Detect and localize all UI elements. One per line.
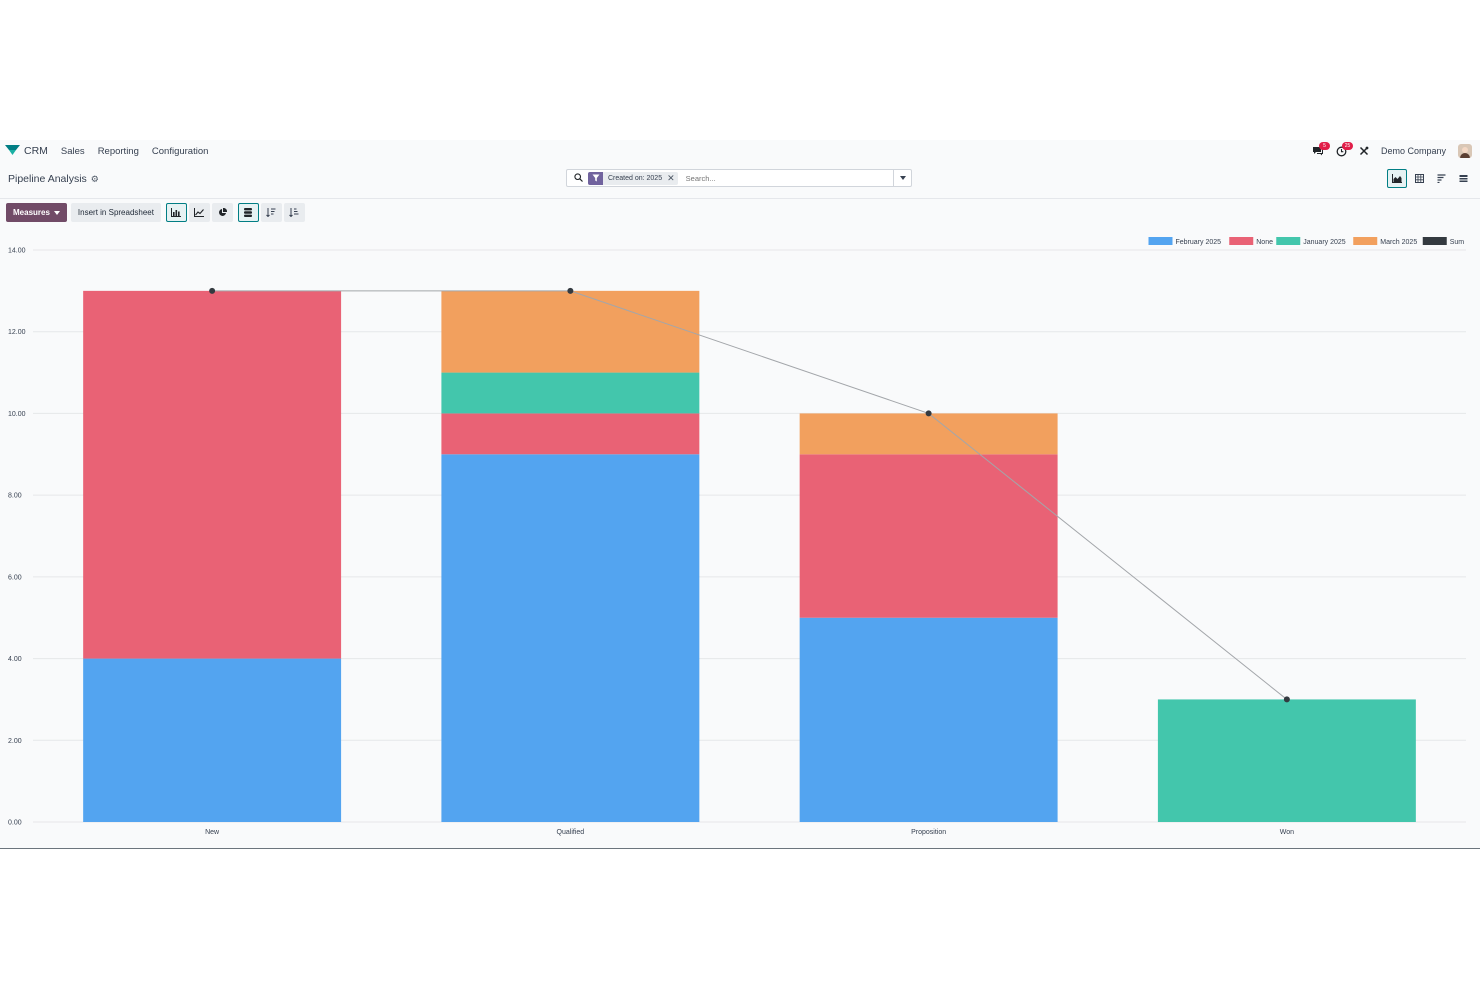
search-input[interactable]: [683, 172, 888, 184]
list-icon: [1459, 175, 1467, 182]
y-tick-label: 6.00: [8, 574, 22, 581]
bar-segment: [83, 658, 342, 822]
y-tick-label: 8.00: [8, 493, 22, 500]
menu-reporting[interactable]: Reporting: [97, 145, 139, 157]
bar-segment: [799, 413, 1058, 455]
bar-segment: [799, 454, 1058, 618]
page-title: Pipeline Analysis: [8, 173, 87, 185]
line-chart-icon: [194, 208, 205, 217]
close-icon[interactable]: ✕: [667, 172, 675, 183]
messages-badge: 5: [1318, 142, 1330, 150]
bar-segment: [441, 454, 700, 822]
sort-descending-icon: [266, 208, 276, 217]
pipeline-bar-chart: 0.00 2.00 4.00 6.00 8.00 10.00 12.00 14.00 New Qu…: [8, 237, 1466, 836]
legend-swatch: [1276, 237, 1301, 245]
crm-app: CRM Sales Reporting Configuration 5 25: [0, 140, 1480, 849]
sort-ascending-icon: [289, 208, 299, 217]
activity-menu[interactable]: 25: [1336, 141, 1353, 157]
x-tick-label: New: [205, 829, 220, 836]
user-avatar[interactable]: [1458, 144, 1472, 158]
measures-button[interactable]: Measures: [6, 203, 67, 222]
legend-label: None: [1256, 239, 1273, 246]
sum-line: [212, 290, 1288, 700]
sum-point: [209, 287, 216, 294]
graph-toolbar: Measures Insert in Spreadsheet: [6, 203, 305, 222]
cohort-view-button[interactable]: [1431, 169, 1451, 188]
company-switcher[interactable]: Demo Company: [1380, 146, 1446, 156]
chat-icon: [1312, 147, 1323, 156]
pie-chart-icon: [219, 208, 227, 216]
list-view-button[interactable]: [1453, 169, 1473, 188]
stacked-button[interactable]: [237, 203, 259, 222]
bar-segment: [441, 413, 700, 455]
view-switcher: [1387, 169, 1473, 188]
filter-icon: [588, 171, 603, 185]
x-tick-label: Qualified: [557, 829, 585, 836]
menu-sales[interactable]: Sales: [60, 145, 85, 157]
caret-down-icon: [899, 176, 906, 180]
bar-segment: [1157, 699, 1416, 822]
search-facet: Created on: 2025 ✕: [588, 171, 678, 185]
control-panel: Pipeline Analysis ⚙ Created on: 2025 ✕: [0, 162, 1480, 199]
caret-down-icon: [53, 210, 60, 215]
breadcrumb: Pipeline Analysis ⚙: [8, 173, 99, 185]
bar-chart-icon: [171, 208, 182, 217]
bar-chart-button[interactable]: [165, 203, 187, 222]
gear-icon[interactable]: ⚙: [90, 173, 99, 184]
app-brand[interactable]: CRM: [5, 144, 48, 158]
sort-descending-button[interactable]: [260, 203, 282, 222]
table-icon: [1414, 174, 1424, 183]
legend-label: February 2025: [1176, 239, 1222, 246]
bar-segment: [441, 290, 700, 373]
app-name: CRM: [24, 145, 48, 157]
pivot-view-button[interactable]: [1409, 169, 1429, 188]
main-navbar: CRM Sales Reporting Configuration 5 25: [0, 140, 1480, 162]
sort-ascending-button[interactable]: [283, 203, 305, 222]
chart-type-group: [165, 203, 233, 222]
legend-label: January 2025: [1303, 239, 1346, 246]
y-tick-label: 0.00: [8, 820, 22, 827]
messaging-menu[interactable]: 5: [1312, 142, 1330, 156]
bar-segment: [441, 372, 700, 414]
x-tick-label: Won: [1280, 829, 1294, 836]
menu-configuration[interactable]: Configuration: [151, 145, 209, 157]
search-options-toggle[interactable]: [893, 170, 911, 186]
search-bar: Created on: 2025 ✕: [566, 169, 912, 187]
y-tick-label: 12.00: [8, 329, 26, 336]
bar-segment: [83, 290, 342, 659]
crm-logo-icon: [5, 144, 20, 158]
graph-view-button[interactable]: [1387, 169, 1407, 188]
insert-in-spreadsheet-button[interactable]: Insert in Spreadsheet: [70, 203, 161, 222]
tools-icon: [1359, 146, 1369, 156]
sum-point: [925, 410, 932, 417]
chart-options-group: [237, 203, 305, 222]
y-tick-label: 10.00: [8, 411, 26, 418]
clock-icon: [1336, 146, 1347, 156]
x-tick-label: Proposition: [911, 829, 946, 836]
y-tick-label: 4.00: [8, 656, 22, 663]
legend-swatch: [1422, 237, 1447, 245]
line-chart-button[interactable]: [188, 203, 210, 222]
measures-label: Measures: [13, 208, 50, 217]
facet-label: Created on: 2025: [608, 174, 663, 182]
search-icon[interactable]: [570, 169, 586, 187]
bar-segment: [799, 617, 1058, 822]
pie-chart-button[interactable]: [211, 203, 233, 222]
activities-badge: 25: [1341, 141, 1353, 150]
legend-label: Sum: [1450, 239, 1465, 246]
cohort-icon: [1437, 174, 1445, 183]
y-tick-label: 2.00: [8, 738, 22, 745]
systray: 5 25 Demo Company: [1312, 140, 1472, 162]
debug-tools-menu[interactable]: [1359, 146, 1369, 156]
stack-icon: [244, 208, 253, 217]
legend-label: March 2025: [1380, 239, 1417, 246]
legend-swatch: [1148, 237, 1173, 245]
sum-point: [1283, 696, 1290, 703]
area-chart-icon: [1392, 174, 1402, 183]
y-tick-label: 14.00: [8, 248, 26, 255]
sum-point: [567, 287, 574, 294]
legend-swatch: [1353, 237, 1378, 245]
legend-swatch: [1229, 237, 1254, 245]
